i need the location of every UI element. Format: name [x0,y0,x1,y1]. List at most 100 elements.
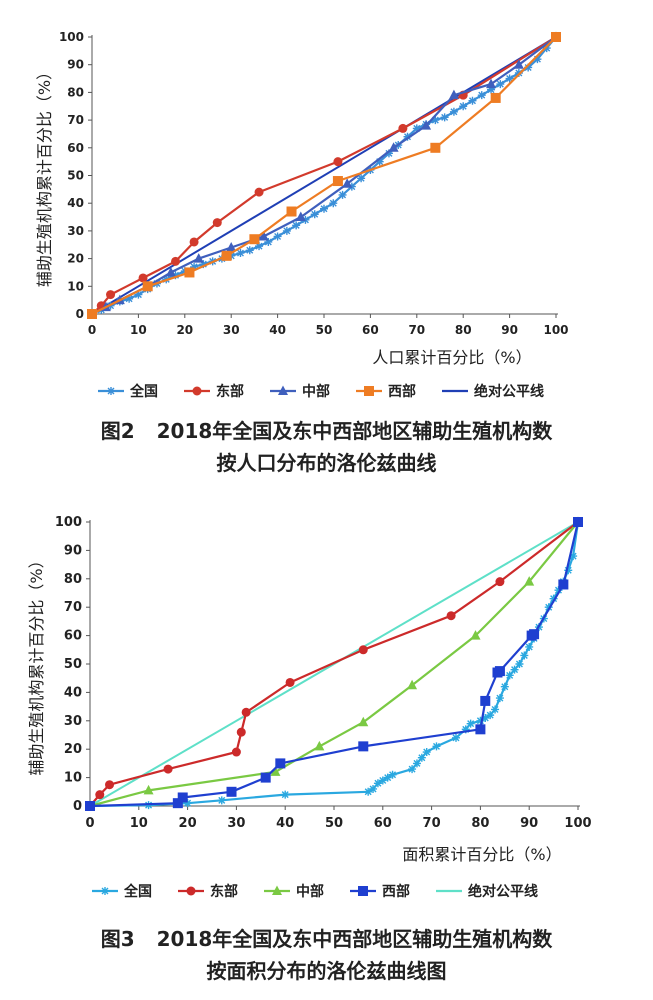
legend-marker [192,386,202,396]
data-point [241,707,251,717]
data-point [320,204,328,213]
x-tick-label: 10 [130,816,148,831]
data-point [347,182,356,191]
data-point [87,309,97,319]
data-point [466,719,475,728]
data-point [384,149,393,158]
legend-marker [186,886,196,896]
data-point [245,246,254,255]
data-point [358,645,368,655]
data-point [544,603,553,612]
chart-legend: 全国 东部 中部 西部 绝对公平线 [98,383,544,400]
data-point [475,724,486,735]
figure-caption-area: 图3 2018年全国及东中西部地区辅助生殖机构数 按面积分布的洛伦兹曲线图 [0,923,653,987]
legend-item: 中部 [264,883,324,900]
legend-item: 全国 [98,383,158,400]
data-point [459,102,468,111]
data-point [448,89,459,100]
lorenz-chart-area: 0 10 20 30 40 50 60 70 80 90 100 0 10 20 30 40 50 60 70 80 9… [0,495,653,1000]
data-point [412,124,421,133]
chart-axes [89,520,580,807]
data-point [496,80,505,89]
data-point [189,237,199,247]
x-tick-label: 80 [455,323,472,337]
data-point [569,552,578,561]
data-point [163,764,173,774]
data-point [281,790,290,799]
y-tick-label: 90 [67,58,84,72]
data-point [524,576,535,586]
data-point [500,682,509,691]
x-tick-label: 60 [362,323,379,337]
data-point [236,249,245,258]
x-tick-label: 90 [520,816,538,831]
data-point [480,695,491,706]
legend-item: 全国 [92,883,152,900]
caption-line-1: 图2 2018年全国及东中西部地区辅助生殖机构数 [0,415,653,447]
data-point [332,176,343,187]
data-point [515,660,524,668]
y-tick-label: 40 [67,196,84,210]
data-point [286,206,297,217]
data-point [487,85,496,94]
x-tick-label: 40 [276,816,294,831]
data-point [358,741,369,752]
data-point [264,237,273,246]
legend-item: 东部 [184,383,244,400]
x-tick-label: 70 [423,816,441,831]
data-point [138,273,148,283]
data-point [505,74,514,83]
data-point [364,787,373,796]
data-point [412,759,421,768]
chart-legend: 全国 东部 中部 西部 绝对公平线 [92,883,538,900]
tick-labels: 0 10 20 30 40 50 60 70 80 90 100 0 10 20 30 40 50 60 70 80 9… [59,30,569,337]
data-point [388,142,399,152]
data-point [564,566,573,575]
x-tick-label: 30 [227,816,245,831]
data-point [226,242,237,252]
data-point [125,294,134,303]
data-point [143,784,154,795]
y-tick-label: 20 [64,742,82,757]
y-tick-label: 30 [64,714,82,729]
caption-line-2: 按人口分布的洛伦兹曲线 [216,451,437,475]
series-中部 [85,516,583,810]
data-point [260,772,271,783]
data-point [369,784,378,793]
data-point [549,594,558,603]
y-tick-label: 60 [67,141,84,155]
data-point [310,210,319,219]
data-point [105,780,115,790]
legend-label: 绝对公平线 [468,883,538,900]
legend-marker [278,385,288,395]
legend-label: 中部 [302,383,330,400]
data-point [183,799,192,808]
chart-plot-population: 0 10 20 30 40 50 60 70 80 90 100 0 10 20 30 40 50 60 70 80 9… [35,30,569,400]
data-point [165,266,176,277]
data-point [258,230,269,241]
legend-marker [101,887,109,895]
data-point [172,798,183,809]
chart-plot-area: 0 10 20 30 40 50 60 70 80 90 100 0 10 20 30 40 50 60 70 80 9… [27,515,592,900]
data-point [398,123,408,133]
x-tick-label: 0 [88,323,96,337]
y-tick-label: 10 [64,771,82,786]
data-point [383,773,392,782]
data-point [329,199,338,208]
y-axis-label: 辅助生殖机构累计百分比（%） [35,64,54,287]
x-tick-label: 100 [564,816,591,831]
y-tick-label: 90 [64,543,82,558]
y-tick-label: 10 [67,279,84,293]
data-point [106,290,116,300]
legend-label: 绝对公平线 [474,383,544,400]
legend-marker [364,386,374,396]
data-point [446,611,456,621]
data-point [431,116,440,125]
data-point [373,779,382,788]
data-point [342,178,353,188]
data-point [171,271,180,280]
data-point [333,157,343,167]
data-point [468,96,477,105]
data-point [285,677,295,687]
y-tick-label: 100 [59,30,84,44]
